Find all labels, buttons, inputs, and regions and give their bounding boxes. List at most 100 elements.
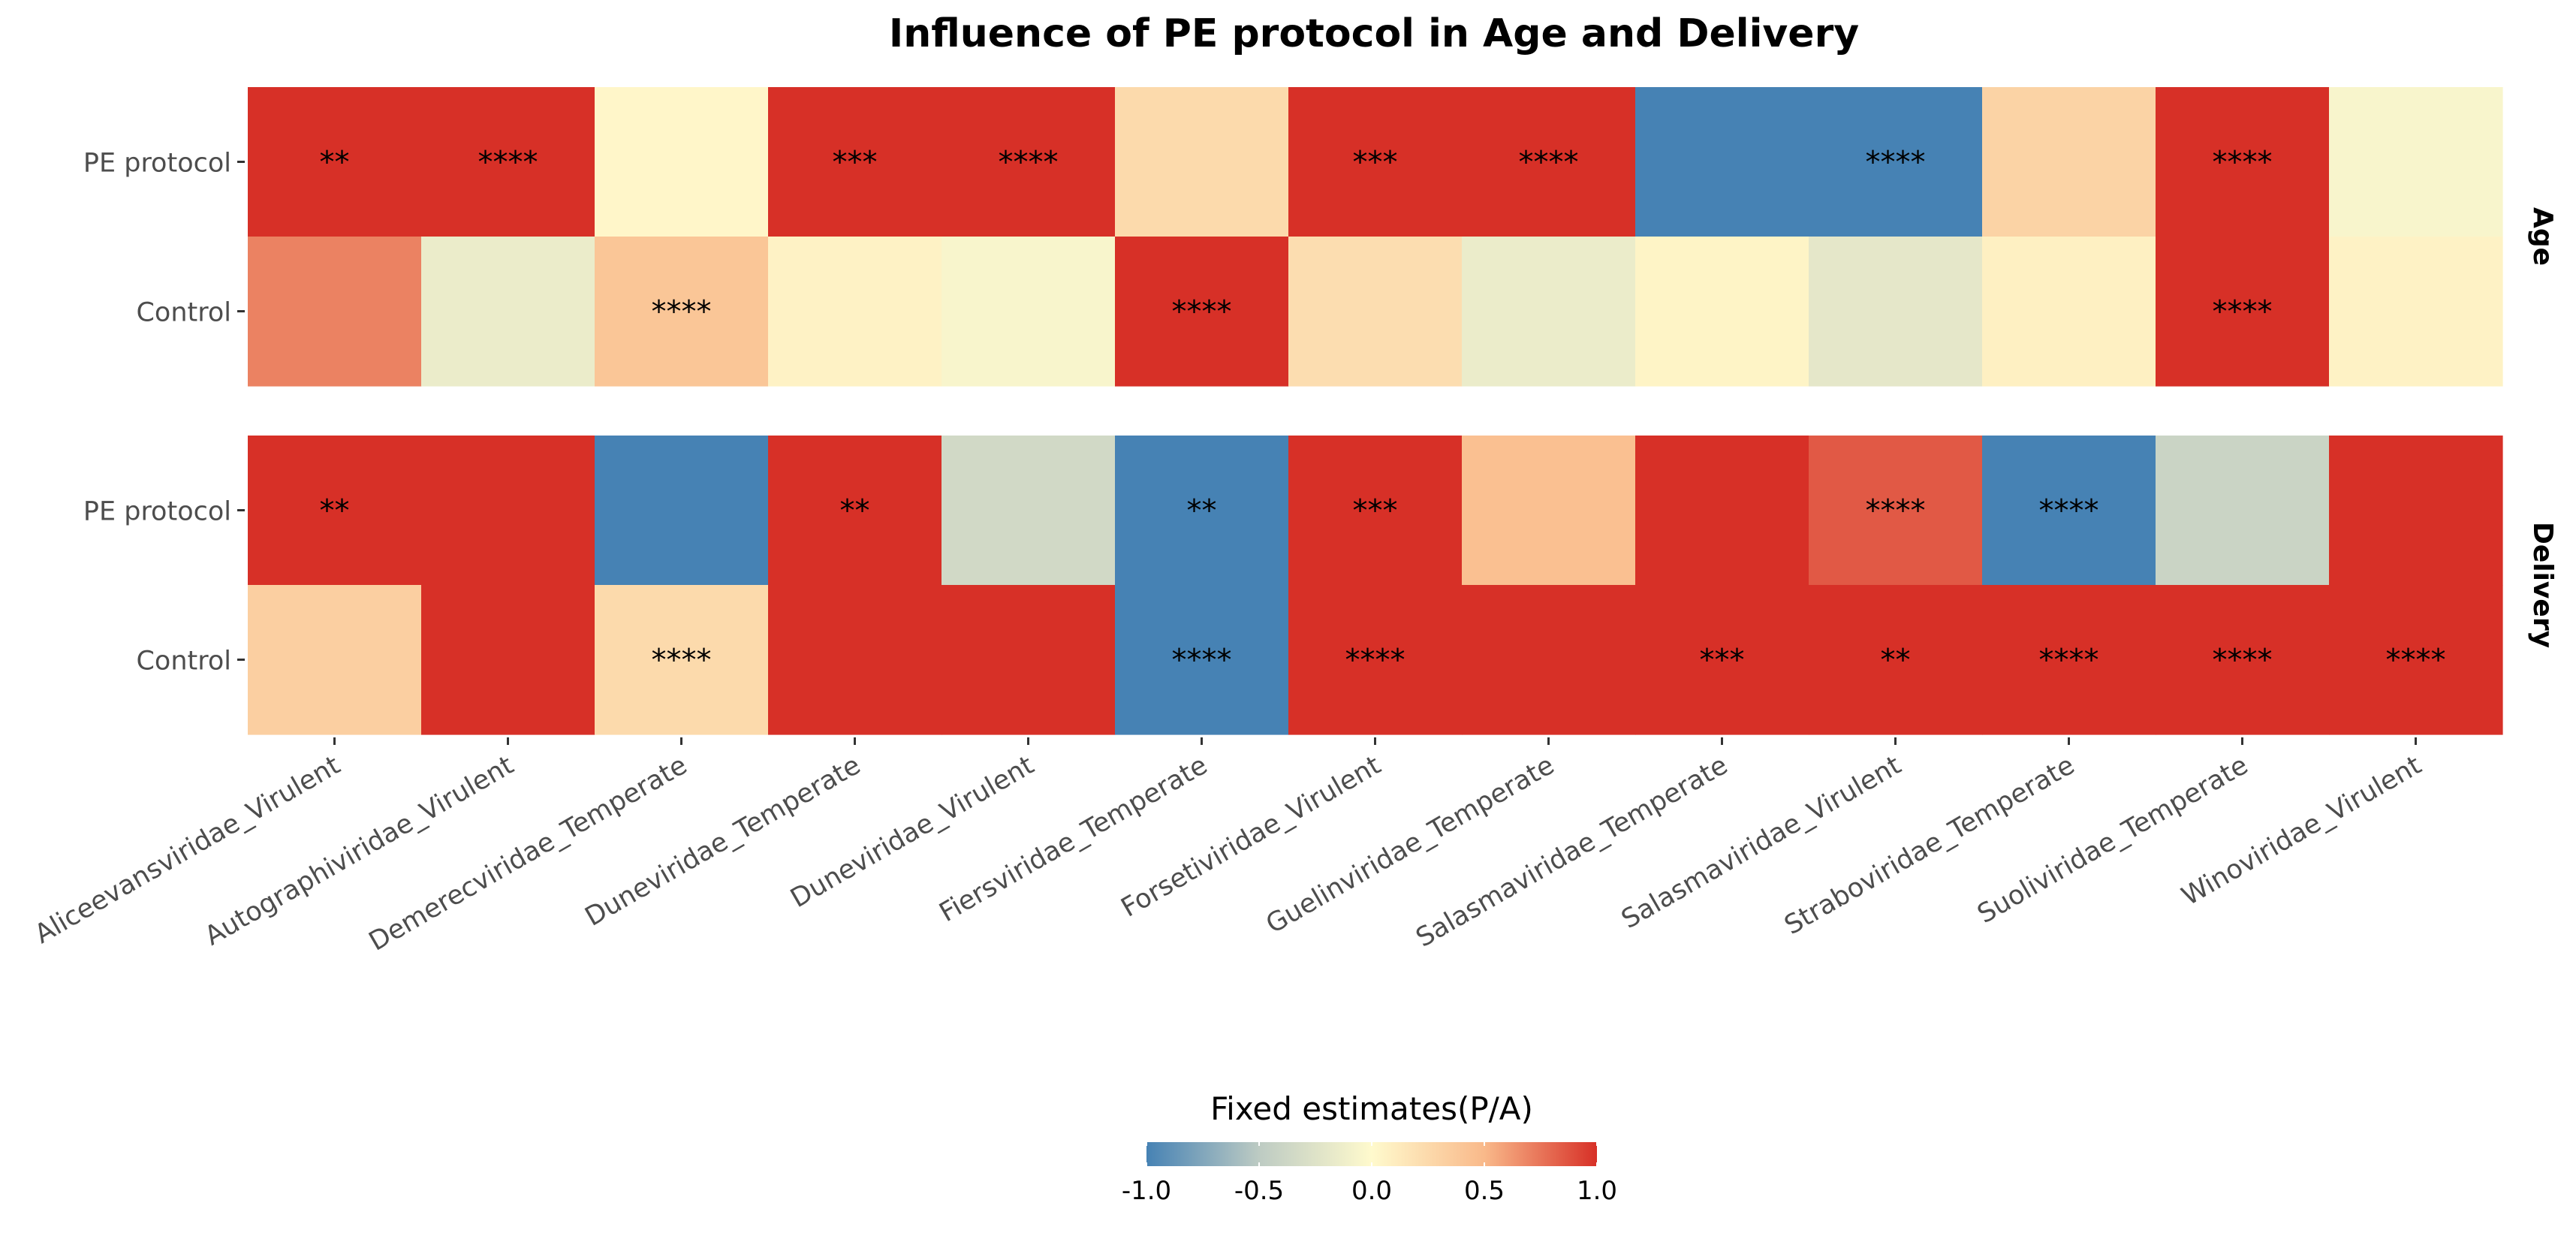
heatmap-cell (2156, 237, 2330, 387)
x-tick-label: Fiersviridae_Temperate (935, 750, 1213, 928)
significance-label: **** (2039, 644, 2099, 678)
x-tick-label: Suoliviridae_Temperate (1972, 750, 2253, 930)
facet-label: Delivery (2527, 522, 2558, 648)
heatmap-cell (768, 87, 942, 237)
significance-label: ** (320, 494, 350, 529)
legend-tick-label: -1.0 (1122, 1176, 1171, 1206)
heatmap-cell (1635, 237, 1809, 387)
heatmap-cell (1982, 87, 2156, 237)
heatmap-cell (595, 436, 769, 586)
significance-label: **** (652, 295, 712, 330)
heatmap-cell (595, 87, 769, 237)
significance-label: *** (1700, 644, 1745, 678)
heatmap-cell (1982, 585, 2156, 735)
heatmap-cell (248, 237, 422, 387)
heatmap-cell (1288, 237, 1463, 387)
heatmap-cell (942, 237, 1116, 387)
significance-label: **** (1172, 644, 1232, 678)
heatmap-cell (1115, 87, 1289, 237)
heatmap-cell (1288, 87, 1463, 237)
heatmap-cell (1115, 585, 1289, 735)
significance-label: **** (1172, 295, 1232, 330)
legend-tick-label: 1.0 (1577, 1176, 1617, 1206)
heatmap-cell (942, 436, 1116, 586)
significance-label: **** (2213, 644, 2273, 678)
heatmap-cell (2329, 87, 2503, 237)
heatmap-cell (1982, 436, 2156, 586)
heatmap-cell (2156, 585, 2330, 735)
heatmap-cell (1809, 87, 1983, 237)
heatmap-cell (1635, 585, 1809, 735)
heatmap-cell (1288, 436, 1463, 586)
significance-label: *** (833, 146, 878, 180)
heatmap-cell (942, 87, 1116, 237)
y-tick-label: Control (136, 298, 231, 328)
significance-label: ** (1187, 494, 1217, 529)
facet-panel: ****************************************… (83, 87, 2558, 387)
heatmap-cell (1462, 237, 1636, 387)
heatmap-cell (1635, 436, 1809, 586)
heatmap-cell (1635, 87, 1809, 237)
significance-label: **** (2213, 146, 2273, 180)
legend-tick-label: 0.0 (1351, 1176, 1392, 1206)
significance-label: **** (2039, 494, 2099, 529)
x-tick-label: Salasmaviridae_Virulent (1616, 750, 1906, 935)
heatmap-cell (2329, 237, 2503, 387)
heatmap-cell (421, 585, 595, 735)
facet-label: Age (2527, 207, 2558, 266)
heatmap-cell (1288, 585, 1463, 735)
heatmap-cell (768, 237, 942, 387)
chart-title: Influence of PE protocol in Age and Deli… (889, 11, 1859, 56)
heatmap-cell (1809, 237, 1983, 387)
significance-label: **** (1519, 146, 1579, 180)
significance-label: **** (652, 644, 712, 678)
heatmap-cell (1809, 436, 1983, 586)
heatmap-cell (768, 585, 942, 735)
significance-label: **** (478, 146, 538, 180)
x-tick-label: Aliceevansviridae_Virulent (30, 750, 345, 950)
facet-panel: ****************************************… (83, 436, 2558, 735)
y-tick-label: PE protocol (83, 497, 231, 527)
significance-label: ** (840, 494, 870, 529)
x-tick-label: Demerecviridae_Temperate (364, 750, 692, 957)
significance-label: *** (1353, 146, 1398, 180)
heatmap-cell (1462, 436, 1636, 586)
heatmap-cell (421, 436, 595, 586)
heatmap-cell (1462, 87, 1636, 237)
x-tick-label: Autographiviridae_Virulent (200, 750, 519, 951)
x-tick-label: Guelinviridae_Temperate (1261, 750, 1559, 939)
significance-label: **** (999, 146, 1059, 180)
heatmap-cell (1462, 585, 1636, 735)
heatmap-cell (248, 436, 422, 586)
heatmap-cell (1809, 585, 1983, 735)
y-tick-label: PE protocol (83, 149, 231, 179)
y-tick-label: Control (136, 647, 231, 677)
legend-colorbar (1146, 1142, 1597, 1166)
heatmap-cell (421, 237, 595, 387)
heatmap-cell (248, 585, 422, 735)
heatmap-cell (421, 87, 595, 237)
significance-label: **** (2213, 295, 2273, 330)
significance-label: ** (1881, 644, 1911, 678)
heatmap-cell (595, 237, 769, 387)
legend-title: Fixed estimates(P/A) (1210, 1090, 1533, 1127)
heatmap-cell (595, 585, 769, 735)
heatmap-cell (942, 585, 1116, 735)
x-tick-label: Salasmaviridae_Temperate (1411, 750, 1733, 954)
x-tick-label: Straboviridae_Temperate (1779, 750, 2080, 941)
heatmap-cell (2156, 436, 2330, 586)
heatmap-cell (248, 87, 422, 237)
legend-tick-label: -0.5 (1234, 1176, 1284, 1206)
significance-label: **** (1866, 146, 1926, 180)
significance-label: *** (1353, 494, 1398, 529)
significance-label: **** (2386, 644, 2446, 678)
x-tick-label: Duneviridae_Temperate (580, 750, 866, 933)
significance-label: **** (1345, 644, 1406, 678)
heatmap-cell (1115, 436, 1289, 586)
legend-tick-label: 0.5 (1464, 1176, 1505, 1206)
significance-label: ** (320, 146, 350, 180)
heatmap-cell (2329, 436, 2503, 586)
heatmap-cell (1115, 237, 1289, 387)
heatmap-cell (2156, 87, 2330, 237)
